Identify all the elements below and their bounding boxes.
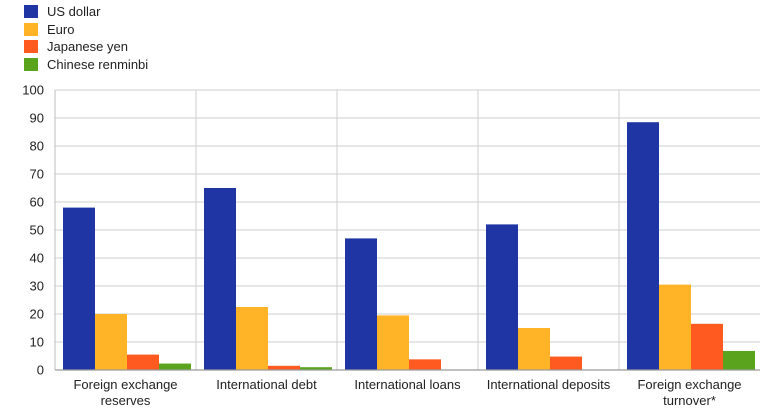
x-tick-label: Foreign exchange reserves [73,377,177,408]
y-tick-label: 90 [30,111,44,126]
legend-swatch [24,57,38,71]
y-tick-label: 10 [30,335,44,350]
chart-legend: US dollar Euro Japanese yen Chinese renminb… [24,3,148,73]
bar-chinese-renminbi [300,367,332,370]
bar-us-dollar [627,122,659,370]
legend-item-us-dollar: US dollar [24,3,148,21]
legend-label: Chinese renminbi [47,56,149,72]
bar-us-dollar [486,224,518,370]
x-tick-label: International debt [216,377,317,392]
y-tick-label: 60 [30,195,44,210]
legend-swatch [24,5,38,19]
bar-japanese-yen [691,323,723,370]
y-tick-label: 50 [30,223,44,238]
legend-swatch [24,22,38,36]
bar-euro [518,328,550,370]
bar-us-dollar [63,207,95,370]
bar-euro [95,314,127,370]
bar-japanese-yen [550,356,582,370]
legend-label: US dollar [47,4,101,20]
legend-item-japanese-yen: Japanese yen [24,38,148,56]
bar-japanese-yen [268,365,300,370]
bar-japanese-yen [127,354,159,370]
legend-label: Euro [47,21,75,37]
legend-swatch [24,40,38,54]
legend-item-chinese-renminbi: Chinese renminbi [24,56,148,74]
x-tick-label: Foreign exchange turnover* [637,377,741,408]
bar-us-dollar [345,238,377,370]
y-tick-label: 100 [22,83,44,98]
legend-item-euro: Euro [24,21,148,39]
bar-euro [236,307,268,370]
bar-euro [377,315,409,370]
y-tick-label: 40 [30,251,44,266]
x-tick-label: International loans [354,377,461,392]
bar-chinese-renminbi [159,363,191,370]
bar-chinese-renminbi [723,350,755,370]
bar-japanese-yen [409,359,441,370]
legend-label: Japanese yen [47,39,128,55]
y-tick-label: 0 [37,363,44,378]
bar-euro [659,284,691,370]
y-tick-label: 20 [30,307,44,322]
y-tick-label: 30 [30,279,44,294]
x-tick-label: International deposits [487,377,611,392]
y-tick-label: 70 [30,167,44,182]
y-tick-label: 80 [30,139,44,154]
bar-us-dollar [204,188,236,370]
